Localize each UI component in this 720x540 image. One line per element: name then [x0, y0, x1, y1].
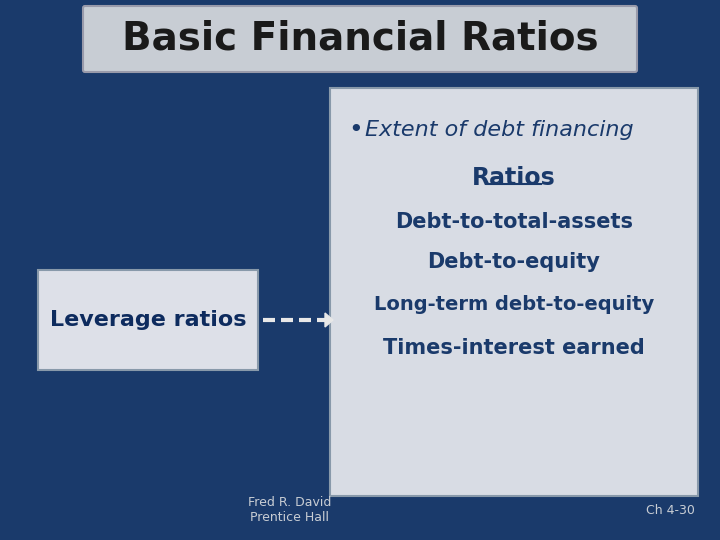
Text: Leverage ratios: Leverage ratios [50, 310, 246, 330]
Text: Long-term debt-to-equity: Long-term debt-to-equity [374, 294, 654, 314]
FancyBboxPatch shape [330, 88, 698, 496]
Polygon shape [325, 313, 333, 327]
Text: Ch 4-30: Ch 4-30 [646, 503, 694, 516]
Text: Debt-to-equity: Debt-to-equity [428, 252, 600, 272]
Text: Fred R. David
Prentice Hall: Fred R. David Prentice Hall [248, 496, 332, 524]
Text: Basic Financial Ratios: Basic Financial Ratios [122, 20, 598, 58]
Text: •: • [348, 118, 363, 142]
Text: Ratios: Ratios [472, 166, 556, 190]
FancyBboxPatch shape [38, 270, 258, 370]
FancyBboxPatch shape [83, 6, 637, 72]
Text: Times-interest earned: Times-interest earned [383, 338, 645, 358]
Text: Debt-to-total-assets: Debt-to-total-assets [395, 212, 633, 232]
Text: Extent of debt financing: Extent of debt financing [365, 120, 634, 140]
